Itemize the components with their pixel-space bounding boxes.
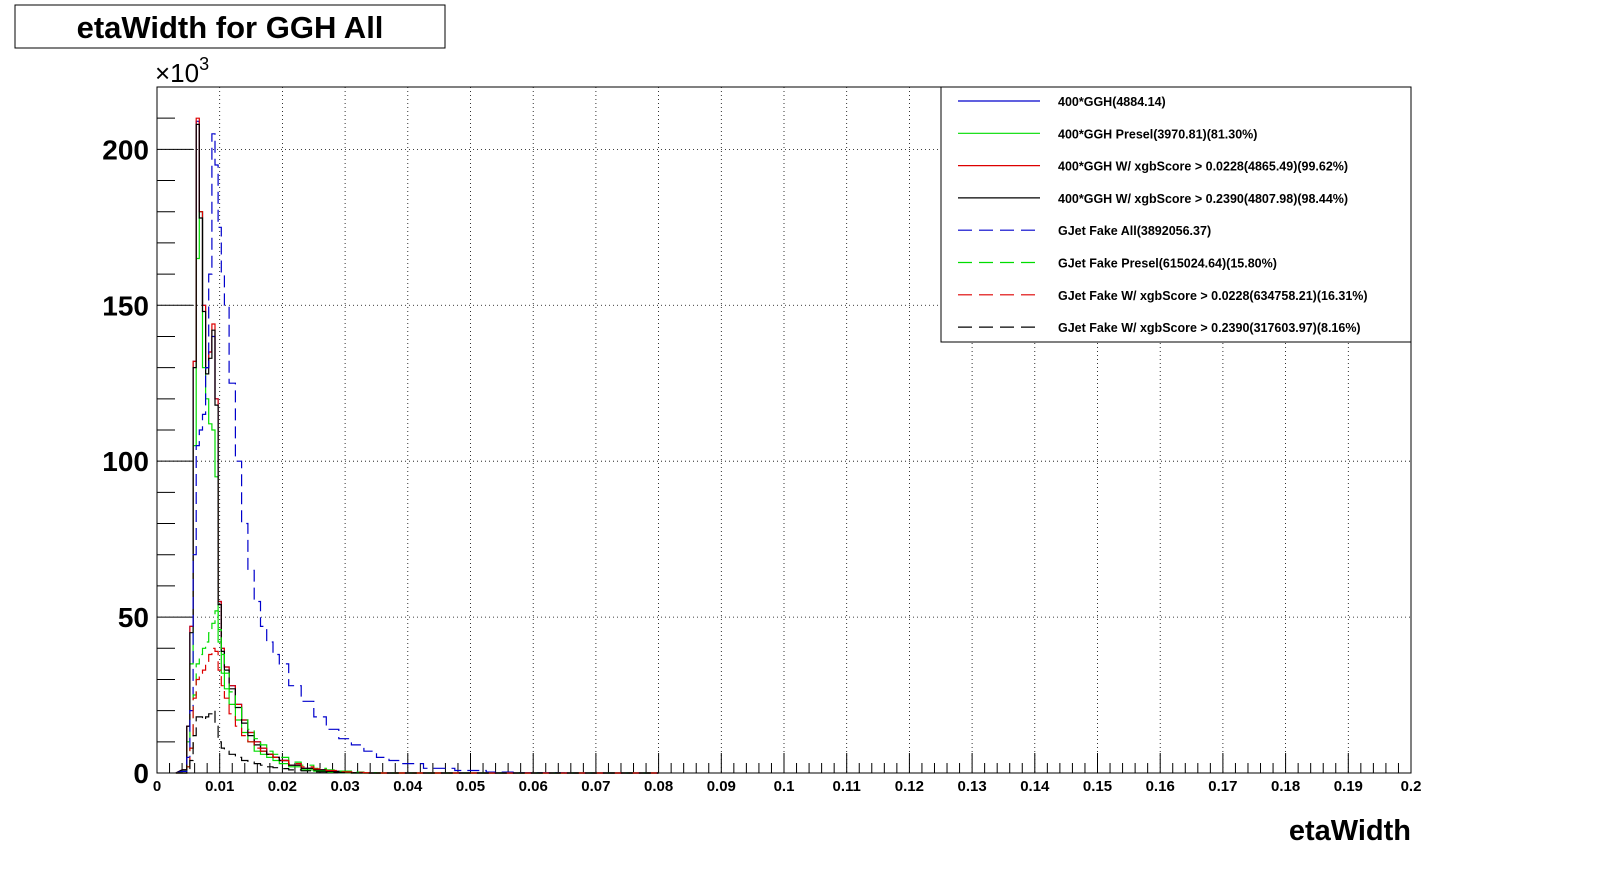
y-tick-label: 200 xyxy=(102,134,149,165)
x-axis-label: etaWidth xyxy=(1289,815,1411,847)
chart-title: etaWidth for GGH All xyxy=(77,10,384,45)
x-tick-label: 0.09 xyxy=(707,778,736,795)
y-tick-labels: 0 50 100 150 200 xyxy=(102,134,149,789)
x-tick-label: 0.16 xyxy=(1146,778,1175,795)
legend-label-6: GJet Fake W/ xgbScore > 0.0228(634758.21… xyxy=(1058,289,1368,303)
x-tick-label: 0.18 xyxy=(1271,778,1300,795)
y-multiplier-base: ×10 xyxy=(155,58,199,88)
x-tick-label: 0 xyxy=(153,778,161,795)
x-tick-label: 0.15 xyxy=(1083,778,1112,795)
x-tick-label: 0.13 xyxy=(957,778,986,795)
y-multiplier: ×103 xyxy=(155,54,209,88)
legend-label-3: 400*GGH W/ xgbScore > 0.2390(4807.98)(98… xyxy=(1058,192,1348,206)
x-tick-label: 0.2 xyxy=(1401,778,1422,795)
legend-label-7: GJet Fake W/ xgbScore > 0.2390(317603.97… xyxy=(1058,321,1361,335)
x-tick-label: 0.01 xyxy=(205,778,234,795)
x-tick-labels: 0 0.01 0.02 0.03 0.04 0.05 0.06 0.07 0.08 0.09 0.1… xyxy=(153,778,1422,795)
x-tick-label: 0.12 xyxy=(895,778,924,795)
x-tick-label: 0.1 xyxy=(774,778,795,795)
legend-label-5: GJet Fake Presel(615024.64)(15.80%) xyxy=(1058,257,1277,271)
y-tick-label: 0 xyxy=(133,758,149,789)
legend-label-0: 400*GGH(4884.14) xyxy=(1058,95,1166,109)
y-tick-label: 100 xyxy=(102,446,149,477)
y-tick-label: 50 xyxy=(118,602,149,633)
y-multiplier-exponent: 3 xyxy=(199,54,209,74)
legend-box xyxy=(940,86,1412,343)
series-group xyxy=(175,117,659,774)
x-tick-label: 0.03 xyxy=(330,778,359,795)
y-tick-label: 150 xyxy=(102,290,149,321)
legend-label-4: GJet Fake All(3892056.37) xyxy=(1058,224,1211,238)
x-tick-label: 0.19 xyxy=(1334,778,1363,795)
x-tick-label: 0.06 xyxy=(519,778,548,795)
legend: 400*GGH(4884.14) 400*GGH Presel(3970.81)(… xyxy=(958,95,1368,335)
x-tick-label: 0.07 xyxy=(581,778,610,795)
legend-label-2: 400*GGH W/ xgbScore > 0.0228(4865.49)(99… xyxy=(1058,160,1348,174)
x-tick-label: 0.11 xyxy=(833,778,861,795)
series-line-4 xyxy=(175,133,659,774)
x-tick-label: 0.17 xyxy=(1208,778,1237,795)
series-line-6 xyxy=(175,647,659,774)
x-tick-label: 0.08 xyxy=(644,778,673,795)
x-tick-label: 0.05 xyxy=(456,778,485,795)
x-tick-label: 0.14 xyxy=(1020,778,1050,795)
legend-label-1: 400*GGH Presel(3970.81)(81.30%) xyxy=(1058,127,1257,141)
series-line-7 xyxy=(175,710,659,774)
title-box xyxy=(14,4,446,49)
x-tick-label: 0.04 xyxy=(393,778,423,795)
x-tick-label: 0.02 xyxy=(268,778,297,795)
